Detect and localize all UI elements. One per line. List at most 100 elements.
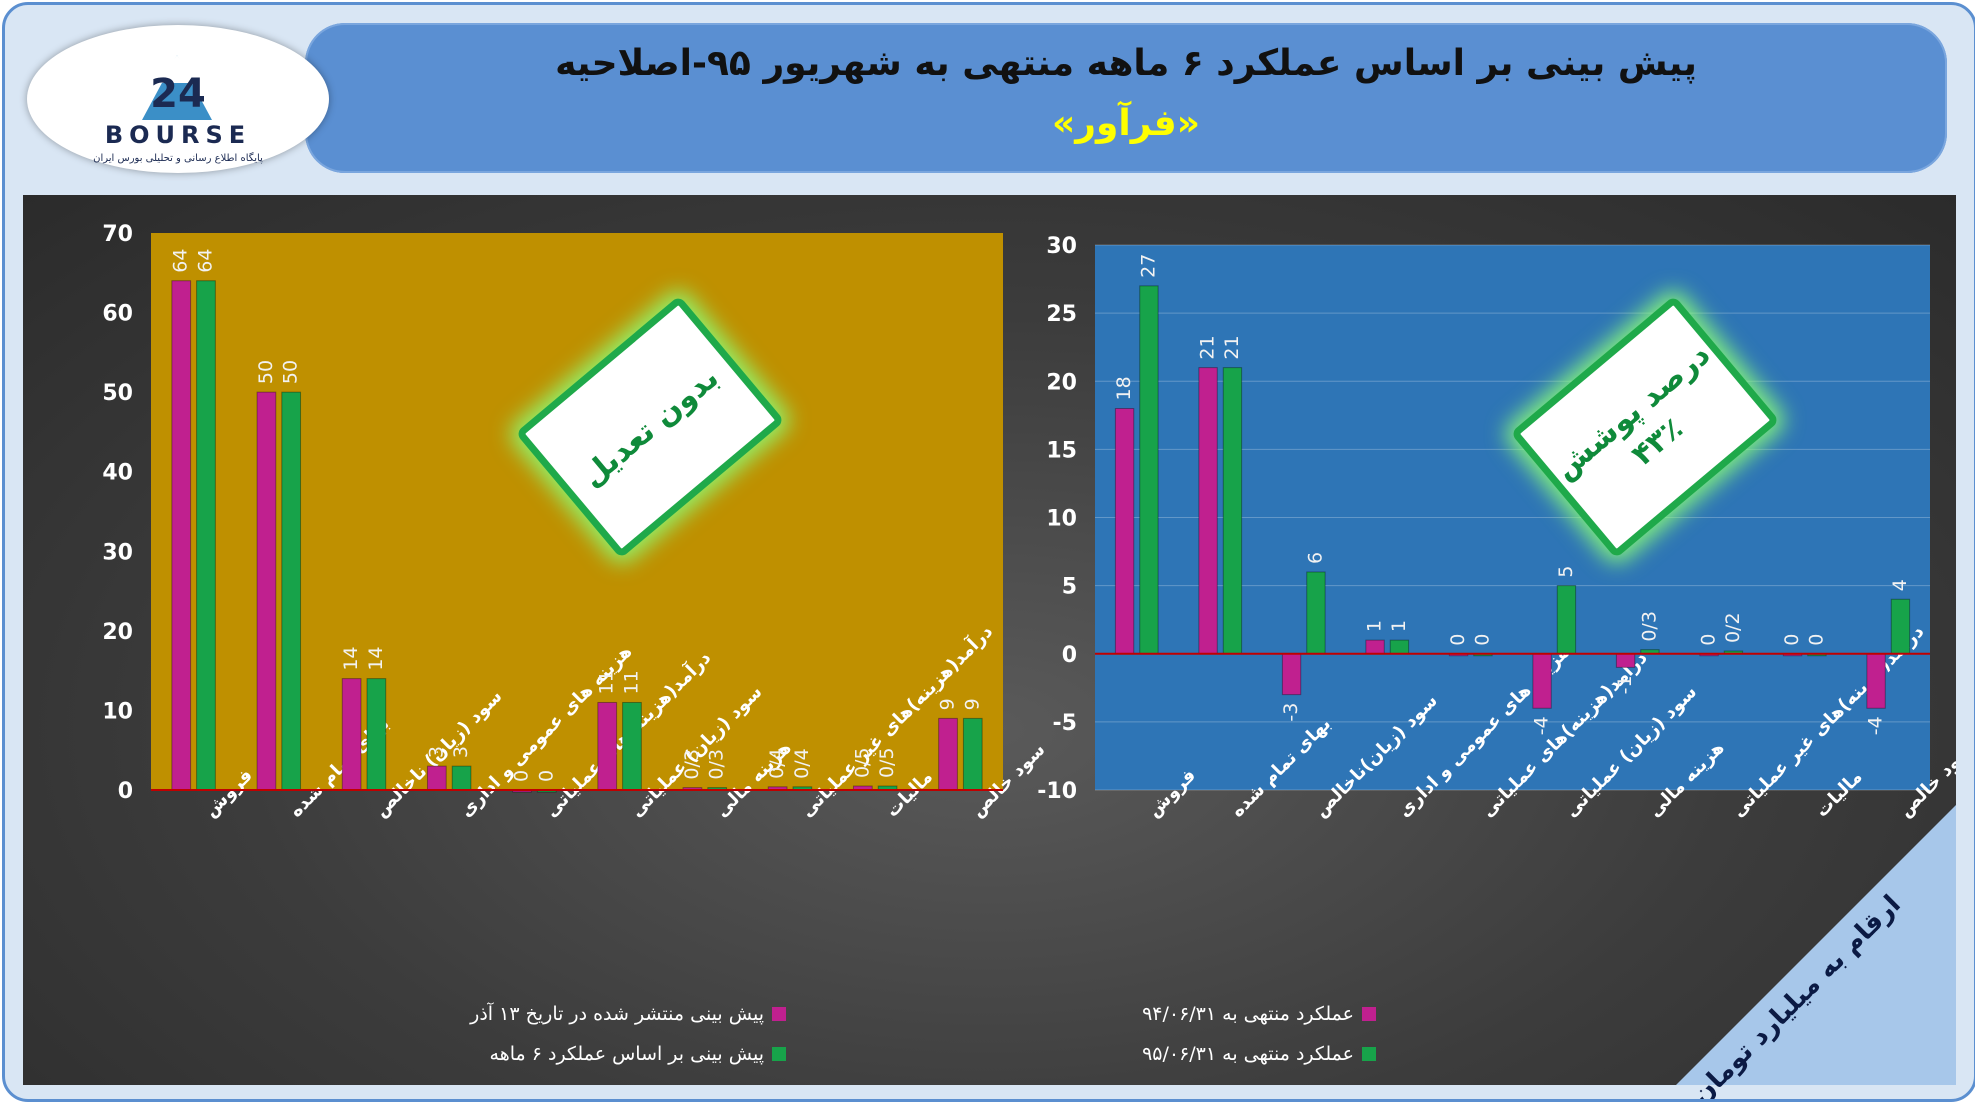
bar [962, 717, 983, 791]
data-label: 0 [1805, 634, 1827, 646]
data-label: 0/2 [1722, 612, 1744, 643]
bar [1306, 571, 1326, 655]
bar [1389, 639, 1410, 655]
bar [1198, 367, 1218, 655]
data-label: 3 [425, 746, 447, 758]
data-label: 0 [1781, 634, 1803, 646]
bar [426, 765, 447, 791]
data-label: -3 [1280, 703, 1302, 722]
y-tick-label: 0 [118, 779, 133, 804]
data-label: 1 [1388, 620, 1410, 632]
data-label: 0 [511, 770, 533, 782]
y-tick-label: 30 [102, 540, 133, 565]
header-banner: پیش بینی بر اساس عملکرد ۶ ماهه منتهی به … [305, 23, 1947, 173]
legend-swatch-icon [1362, 1007, 1376, 1021]
bar [281, 391, 302, 791]
data-label: 50 [280, 360, 302, 384]
legend-label: پیش بینی منتشر شده در تاریخ ۱۳ آذر [470, 1003, 764, 1025]
legend-swatch-icon [772, 1007, 786, 1021]
data-label: 0/3 [706, 749, 728, 780]
data-label: 50 [255, 360, 277, 384]
bar [938, 717, 958, 791]
legend-label: عملکرد منتهی به ۹۵/۰۶/۳۱ [1142, 1043, 1354, 1065]
y-tick-label: 10 [102, 699, 133, 724]
bar [1866, 653, 1886, 709]
bar [1890, 598, 1911, 655]
data-label: 6 [1304, 552, 1326, 564]
y-tick-label: 0 [1062, 643, 1077, 668]
bar [451, 765, 472, 791]
y-tick-label: -5 [1053, 711, 1077, 736]
data-label: 9 [961, 698, 983, 710]
bar [1615, 653, 1636, 668]
legend-item-series2: عملکرد منتهی به ۹۵/۰۶/۳۱ [1142, 1043, 1376, 1065]
bar [597, 701, 618, 791]
bar [196, 280, 216, 791]
data-label: 11 [596, 670, 618, 694]
data-label: 64 [170, 249, 192, 273]
data-label: 0 [535, 770, 557, 782]
bourse-logo: 24 BOURSE پایگاه اطلاع رسانی و تحلیلی بو… [27, 25, 329, 173]
charts-panel: 0 10 20 30 40 50 60 70 64 64 فروش 50 50 بهای تمام شده… [23, 195, 1956, 1099]
data-label: 18 [1113, 376, 1135, 400]
data-label: 0 [1471, 634, 1493, 646]
left-legend: پیش بینی منتشر شده در تاریخ ۱۳ آذر پیش ب… [470, 1003, 786, 1083]
data-label: 27 [1137, 254, 1159, 278]
page-title: پیش بینی بر اساس عملکرد ۶ ماهه منتهی به … [555, 43, 1697, 84]
data-label: -4 [1865, 716, 1887, 735]
legend-item-series1: پیش بینی منتشر شده در تاریخ ۱۳ آذر [470, 1003, 786, 1025]
data-label: -1 [1614, 675, 1636, 694]
legend-item-series1: عملکرد منتهی به ۹۴/۰۶/۳۱ [1142, 1003, 1376, 1025]
bar [1114, 408, 1135, 655]
bar [341, 678, 362, 791]
data-label: 1 [1364, 620, 1386, 632]
data-label: 64 [194, 249, 216, 273]
bar [171, 280, 192, 791]
y-tick-label: 25 [1046, 302, 1077, 327]
data-label: 3 [450, 746, 472, 758]
logo-subtitle: پایگاه اطلاع رسانی و تحلیلی بورس ایران [93, 153, 263, 164]
y-tick-label: 50 [102, 381, 133, 406]
bar [1281, 653, 1302, 696]
bar [1365, 639, 1385, 655]
legend-swatch-icon [1362, 1047, 1376, 1061]
data-label: 14 [340, 646, 362, 670]
svg-text:24: 24 [150, 71, 206, 117]
data-label: -4 [1531, 716, 1553, 735]
data-label: 21 [1197, 335, 1219, 359]
y-tick-label: 5 [1062, 575, 1077, 600]
data-label: 0/5 [876, 747, 898, 778]
right-legend: عملکرد منتهی به ۹۴/۰۶/۳۱ عملکرد منتهی به… [1142, 1003, 1376, 1083]
y-tick-label: 60 [102, 302, 133, 327]
logo-text: BOURSE [104, 121, 252, 149]
bar [1532, 653, 1552, 709]
data-label: 0/3 [681, 749, 703, 780]
y-tick-label: 10 [1046, 507, 1077, 532]
data-label: 0/4 [766, 748, 788, 779]
bar [1222, 367, 1243, 655]
logo-emblem-icon: 24 [142, 55, 212, 120]
bar [1139, 285, 1159, 655]
y-tick-label: 20 [102, 620, 133, 645]
data-label: 0/4 [791, 748, 813, 779]
legend-label: عملکرد منتهی به ۹۴/۰۶/۳۱ [1142, 1003, 1354, 1025]
legend-label: پیش بینی بر اساس عملکرد ۶ ماهه [489, 1043, 764, 1065]
legend-item-series2: پیش بینی بر اساس عملکرد ۶ ماهه [470, 1043, 786, 1065]
y-tick-label: 30 [1046, 234, 1077, 259]
data-label: 0/5 [851, 747, 873, 778]
bar [622, 701, 642, 791]
data-label: 5 [1555, 566, 1577, 578]
data-label: 14 [365, 646, 387, 670]
data-label: 0 [1447, 634, 1469, 646]
data-label: 21 [1221, 335, 1243, 359]
y-tick-label: 70 [102, 222, 133, 247]
y-tick-label: -10 [1037, 779, 1077, 804]
y-tick-label: 40 [102, 461, 133, 486]
bar [366, 678, 387, 791]
data-label: 0 [1698, 634, 1720, 646]
stamp-text: بدون تعدیل [574, 359, 726, 495]
y-tick-label: 20 [1046, 370, 1077, 395]
page-subtitle: «فرآور» [1052, 103, 1200, 144]
